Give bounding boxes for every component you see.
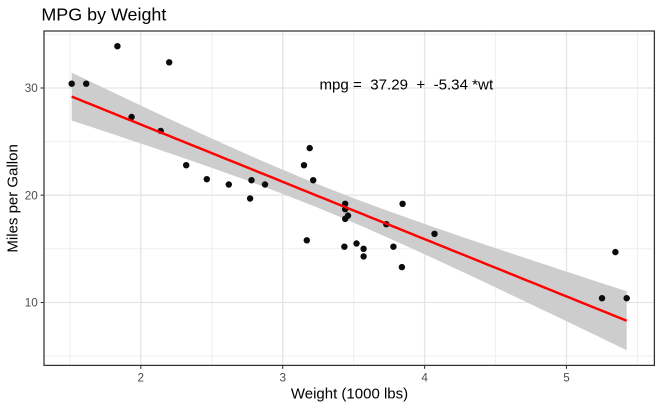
svg-text:3: 3 <box>279 371 286 384</box>
svg-text:Miles per Gallon: Miles per Gallon <box>4 144 21 252</box>
svg-text:mpg = 37.29 + -5.34 *wt: mpg = 37.29 + -5.34 *wt <box>319 76 493 93</box>
svg-text:10: 10 <box>25 297 39 310</box>
svg-text:2: 2 <box>138 371 145 384</box>
svg-text:5: 5 <box>563 371 570 384</box>
svg-text:30: 30 <box>25 82 39 95</box>
svg-text:MPG by Weight: MPG by Weight <box>41 5 166 25</box>
svg-text:20: 20 <box>25 189 39 202</box>
svg-text:Weight (1000 lbs): Weight (1000 lbs) <box>291 386 408 403</box>
svg-text:4: 4 <box>421 371 428 384</box>
